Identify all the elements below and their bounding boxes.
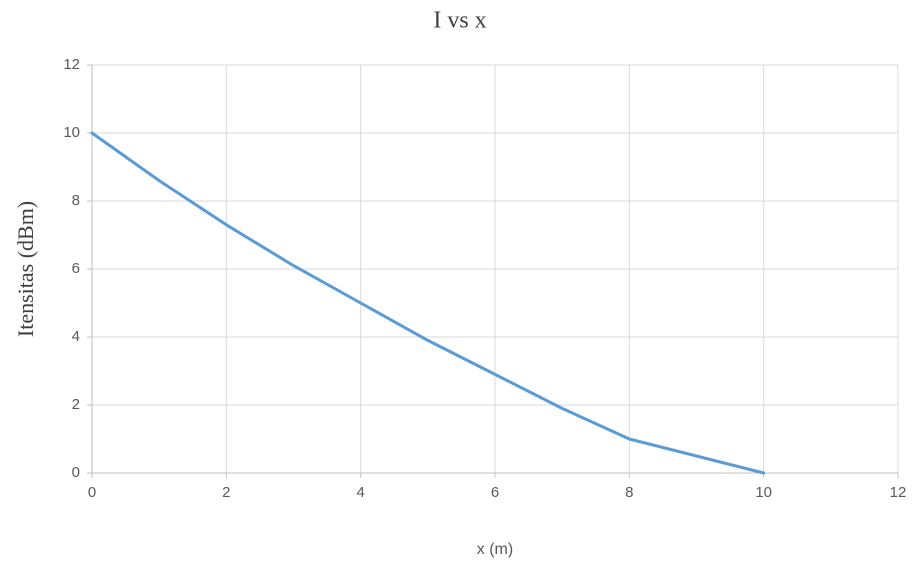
y-tick-label: 10 xyxy=(63,124,80,141)
y-tick-label: 2 xyxy=(72,396,80,413)
x-tick-label: 2 xyxy=(222,484,230,501)
y-axis-label: Itensitas (dBm) xyxy=(13,201,38,337)
y-tick-label: 6 xyxy=(72,260,80,277)
line xyxy=(90,131,766,475)
y-tick-label: 4 xyxy=(72,328,80,345)
x-tick-label: 12 xyxy=(890,484,907,501)
x-tick-label: 0 xyxy=(88,484,96,501)
x-tick-label: 10 xyxy=(755,484,772,501)
y-tick-label: 8 xyxy=(72,192,80,209)
chart-title: I vs x xyxy=(433,8,486,34)
x-tick-label: 8 xyxy=(625,484,633,501)
y-tick-label: 12 xyxy=(63,56,80,73)
x-axis-label: x (m) xyxy=(477,541,513,558)
x-tick-label: 4 xyxy=(356,484,364,501)
x-tick-label: 6 xyxy=(491,484,499,501)
y-tick-label: 0 xyxy=(72,464,80,481)
